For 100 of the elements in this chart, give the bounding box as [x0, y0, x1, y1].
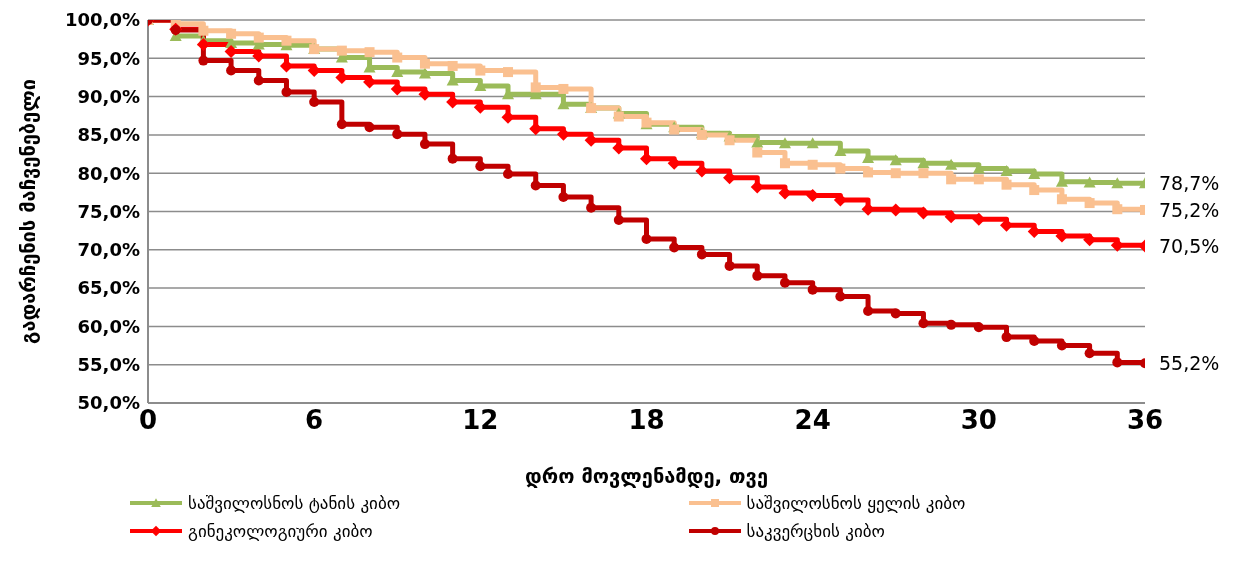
point — [613, 111, 624, 122]
point — [779, 158, 790, 169]
point — [946, 174, 957, 185]
point — [807, 284, 818, 295]
point — [364, 122, 375, 133]
data-label: 78,7% — [1159, 172, 1220, 195]
point — [918, 318, 929, 329]
point — [1001, 332, 1012, 343]
point — [890, 308, 901, 319]
point — [1029, 335, 1040, 346]
point — [945, 158, 958, 170]
y-axis-title: გადარჩენის მაჩვენებელი — [16, 79, 41, 344]
point — [1056, 340, 1067, 351]
y-tick-label: 95,0% — [77, 47, 140, 69]
point — [612, 141, 626, 155]
point — [778, 137, 791, 149]
point — [667, 156, 681, 170]
point — [918, 168, 929, 179]
point — [750, 180, 764, 194]
point — [752, 270, 763, 281]
point — [861, 202, 875, 216]
y-tick-label: 85,0% — [77, 124, 140, 146]
y-tick-label: 60,0% — [77, 315, 140, 337]
legend-label: საშვილოსნოს ტანის კიბო — [188, 493, 401, 513]
point — [1000, 164, 1013, 176]
point — [944, 210, 958, 224]
point — [586, 202, 597, 213]
point — [475, 161, 486, 172]
x-axis-title: დრო მოვლენამდე, თვე — [524, 464, 769, 488]
point — [1110, 238, 1124, 252]
point — [503, 168, 514, 179]
y-tick-label: 75,0% — [77, 200, 140, 222]
point — [696, 249, 707, 260]
x-tick-label: 36 — [1126, 405, 1164, 436]
point — [392, 52, 403, 63]
point — [972, 212, 986, 226]
point — [613, 214, 624, 225]
point — [1084, 198, 1095, 209]
point — [724, 135, 735, 146]
point — [835, 291, 846, 302]
point — [226, 28, 237, 39]
point — [779, 277, 790, 288]
point — [751, 136, 764, 148]
point — [833, 193, 847, 207]
point — [419, 58, 430, 69]
y-tick-label: 90,0% — [77, 85, 140, 107]
y-tick-label: 65,0% — [77, 277, 140, 299]
x-tick-label: 30 — [960, 405, 997, 436]
point — [418, 67, 431, 79]
point — [1112, 357, 1123, 368]
data-label: 55,2% — [1159, 352, 1220, 375]
point — [530, 180, 541, 191]
point — [336, 119, 347, 130]
y-tick-label: 80,0% — [77, 162, 140, 184]
point — [503, 67, 514, 78]
x-tick-label: 6 — [305, 405, 324, 436]
legend-label: გინეკოლოგიური კიბო — [188, 521, 373, 541]
legend-label: საკვერცხის კიბო — [746, 521, 885, 541]
point — [1112, 204, 1123, 215]
point — [973, 322, 984, 333]
point — [890, 168, 901, 179]
x-tick-label: 18 — [628, 405, 665, 436]
point — [835, 163, 846, 174]
point — [778, 186, 792, 200]
point — [253, 75, 264, 86]
point — [530, 82, 541, 93]
point — [973, 174, 984, 185]
point — [863, 167, 874, 178]
point — [1084, 348, 1095, 359]
point — [419, 139, 430, 150]
x-tick-label: 12 — [462, 405, 499, 436]
point — [1055, 229, 1069, 243]
point — [1028, 167, 1041, 179]
point — [281, 35, 292, 46]
point — [196, 38, 210, 52]
point — [724, 260, 735, 271]
point — [946, 319, 957, 330]
point — [806, 137, 819, 149]
point — [641, 234, 652, 245]
point — [558, 83, 569, 94]
point — [807, 159, 818, 170]
y-tick-label: 50,0% — [77, 392, 140, 414]
x-tick-label: 24 — [794, 405, 831, 436]
point — [972, 162, 985, 174]
point — [1083, 176, 1096, 188]
point — [447, 60, 458, 71]
point — [640, 152, 653, 166]
point — [669, 242, 680, 253]
point — [336, 45, 347, 56]
point — [1029, 185, 1040, 196]
point — [226, 65, 237, 76]
data-label: 75,2% — [1159, 198, 1220, 221]
point — [863, 306, 874, 317]
point — [392, 129, 403, 140]
point — [889, 154, 902, 166]
point — [475, 65, 486, 76]
point — [364, 47, 375, 58]
y-tick-label: 70,0% — [77, 239, 140, 261]
point — [281, 87, 292, 97]
point — [253, 32, 264, 43]
